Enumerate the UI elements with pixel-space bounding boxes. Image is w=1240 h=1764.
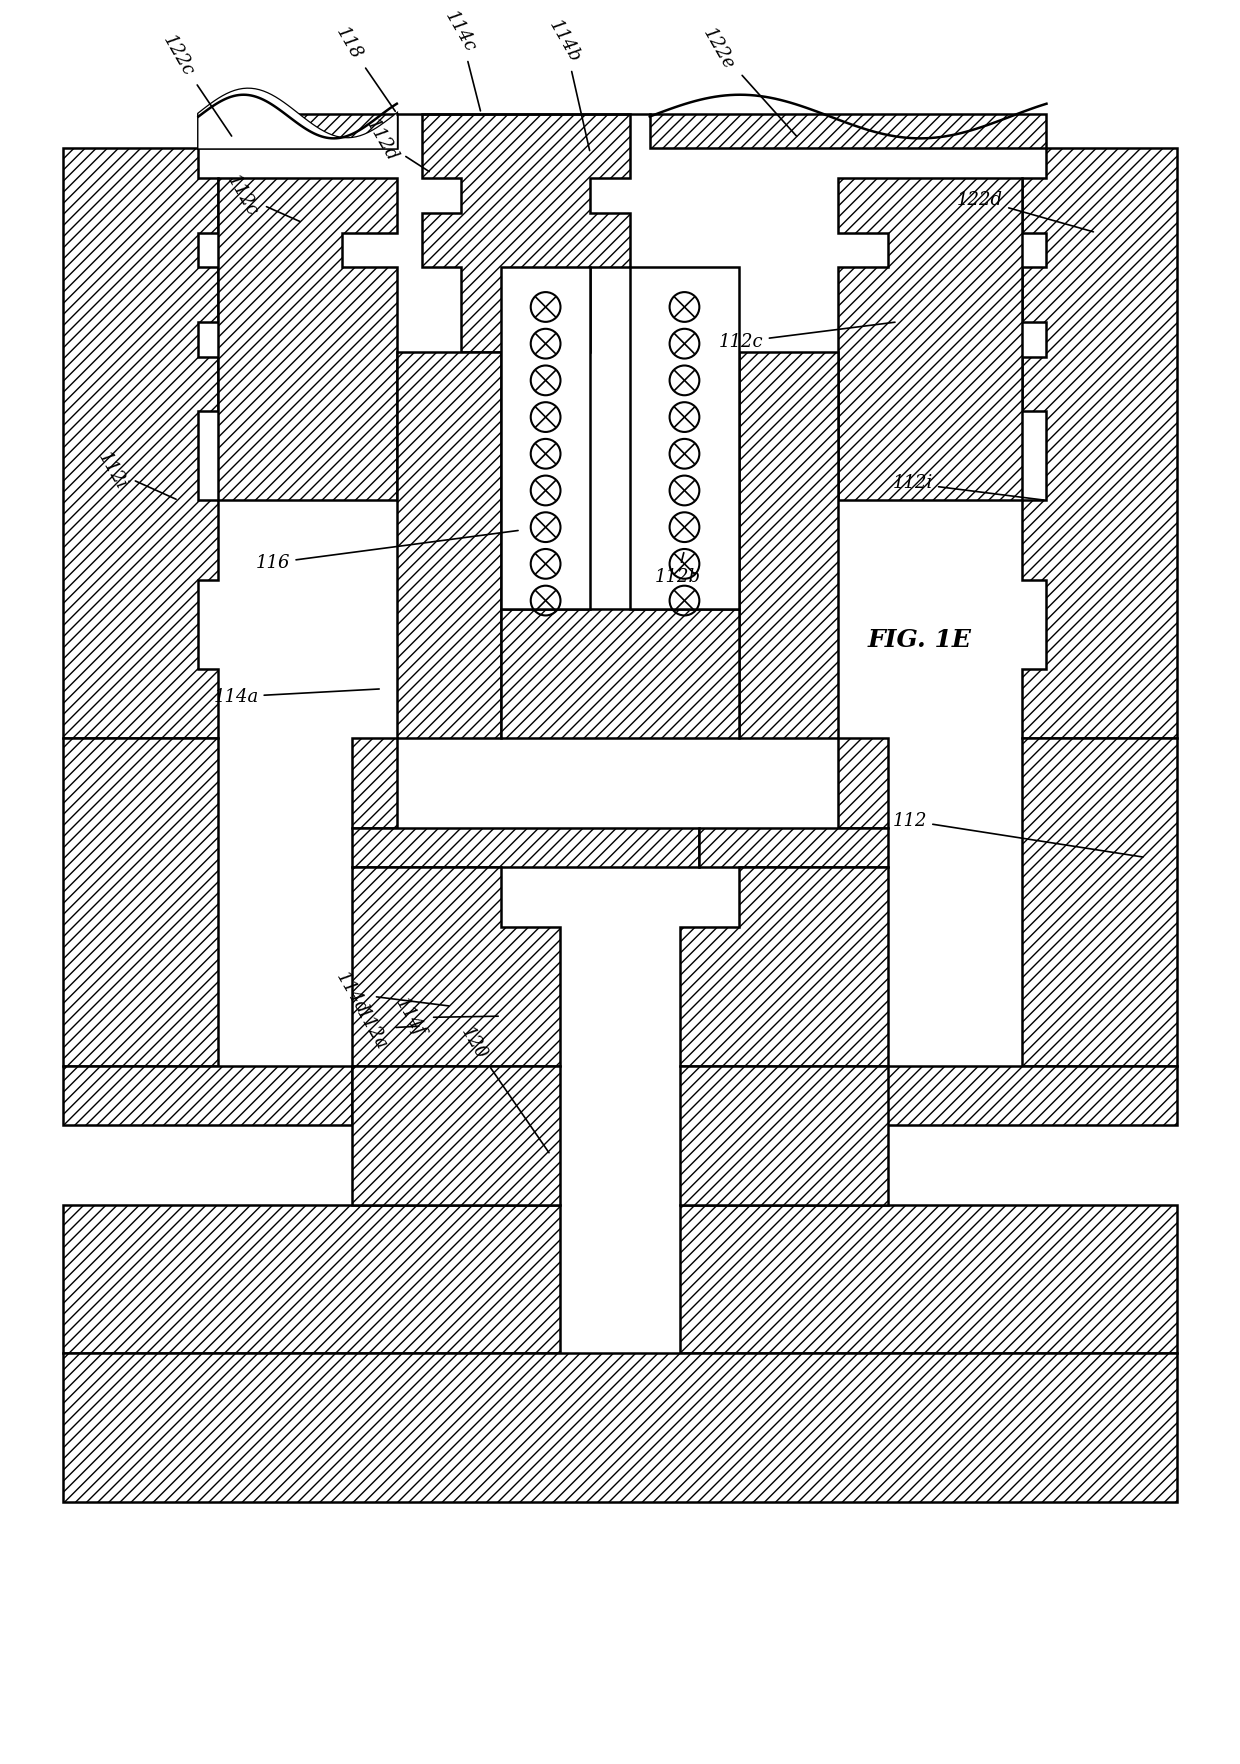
Polygon shape xyxy=(680,868,888,1065)
Text: 114f: 114f xyxy=(392,995,498,1041)
Text: 118: 118 xyxy=(332,25,396,111)
Text: 122c: 122c xyxy=(159,32,232,136)
Polygon shape xyxy=(352,827,699,868)
Text: 122d: 122d xyxy=(957,191,1094,231)
Polygon shape xyxy=(1022,739,1178,1065)
Polygon shape xyxy=(630,268,739,610)
Polygon shape xyxy=(699,1065,1178,1125)
Text: FIG. 1E: FIG. 1E xyxy=(868,628,972,653)
Polygon shape xyxy=(198,113,397,148)
Text: 114a: 114a xyxy=(213,688,379,706)
Text: 120: 120 xyxy=(458,1023,549,1152)
Text: 112c: 112c xyxy=(719,323,895,351)
Polygon shape xyxy=(1022,148,1178,739)
Text: 112: 112 xyxy=(893,811,1143,857)
Polygon shape xyxy=(62,148,218,739)
Polygon shape xyxy=(198,88,397,148)
Text: 114b: 114b xyxy=(546,18,590,150)
Polygon shape xyxy=(739,351,838,739)
Polygon shape xyxy=(352,739,397,827)
Polygon shape xyxy=(680,1205,1178,1353)
Text: 112d: 112d xyxy=(362,116,429,171)
Polygon shape xyxy=(501,610,739,739)
Polygon shape xyxy=(352,868,560,1065)
Polygon shape xyxy=(501,268,590,610)
Text: 112i: 112i xyxy=(893,475,1044,499)
Text: 112b: 112b xyxy=(655,552,701,586)
Text: 116: 116 xyxy=(255,531,518,572)
Polygon shape xyxy=(699,827,888,868)
Polygon shape xyxy=(838,739,888,827)
Polygon shape xyxy=(650,113,1047,148)
Polygon shape xyxy=(62,1205,560,1353)
Text: 114d: 114d xyxy=(332,970,449,1018)
Text: 112i: 112i xyxy=(94,448,176,499)
Polygon shape xyxy=(218,178,397,501)
Polygon shape xyxy=(397,351,501,739)
Text: 122e: 122e xyxy=(699,25,796,136)
Text: 114c: 114c xyxy=(441,9,480,111)
Polygon shape xyxy=(422,113,630,351)
Polygon shape xyxy=(680,1065,888,1205)
Polygon shape xyxy=(62,1065,352,1125)
Polygon shape xyxy=(352,1065,560,1205)
Text: 112a: 112a xyxy=(352,1005,419,1053)
Polygon shape xyxy=(838,178,1022,501)
Polygon shape xyxy=(62,1353,1178,1503)
Text: 112c: 112c xyxy=(223,173,300,222)
Polygon shape xyxy=(62,739,218,1065)
